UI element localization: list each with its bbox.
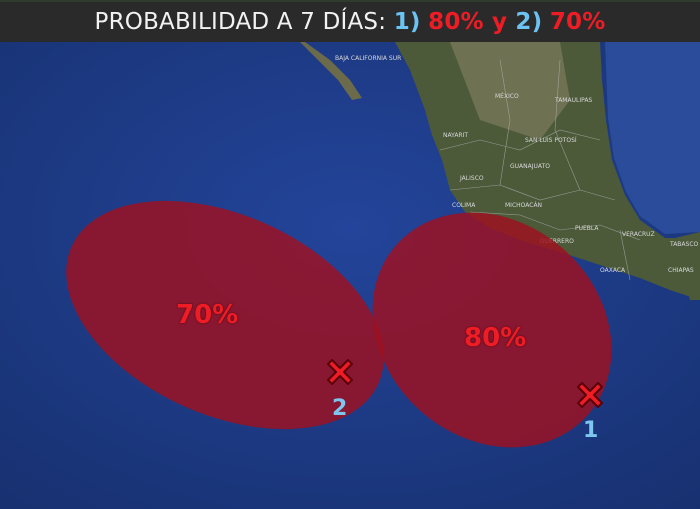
title-item2-value: 70% [549,9,606,35]
map-label: VERACRUZ [622,231,655,238]
map-label: JALISCO [459,175,484,182]
map-label: COLIMA [452,202,476,209]
map-label: MICHOACÁN [505,202,542,209]
satellite-map: BAJA CALIFORNIA SUR MÉXICO TAMAULIPAS NA… [0,42,700,509]
baja-california-land [300,42,362,100]
area-1-marker-label: 1 [583,418,599,443]
area-2-percentage: 70% [176,300,239,330]
map-label: OAXACA [600,267,626,274]
map-label: PUEBLA [575,225,599,232]
title-item1-label: 1) [393,9,421,35]
title-prefix: PROBABILIDAD A 7 DÍAS: [94,9,394,35]
map-label: MÉXICO [495,92,519,100]
gulf-of-mexico [605,42,700,234]
title-bar: PROBABILIDAD A 7 DÍAS: 1) 80% y 2) 70% [0,0,700,42]
map-label: SAN LUIS POTOSÍ [525,137,577,144]
area-1-percentage: 80% [464,323,527,353]
map-label: BAJA CALIFORNIA SUR [335,55,401,62]
state-borders [439,59,641,281]
map-label: GUANAJUATO [510,163,550,170]
map-label: TABASCO [669,241,699,248]
title-item1-value: 80% [428,9,484,35]
map-label: NAYARIT [443,132,468,139]
yucatan-land [675,232,700,300]
mexico-mainland [395,42,700,300]
map-label: TAMAULIPAS [554,97,592,104]
area-1-x-marker-icon [577,382,603,408]
area-2-x-marker-icon [327,359,353,385]
title-conjunction: y [483,9,516,35]
area-2-probability-zone [66,200,384,430]
map-label: CHIAPAS [668,267,694,274]
area-1-probability-zone [372,212,612,448]
title-item2-label: 2) [515,9,543,35]
mexico-highlands [450,42,570,140]
map-label: GUERRERO [540,238,574,245]
area-2-marker-label: 2 [332,396,348,421]
